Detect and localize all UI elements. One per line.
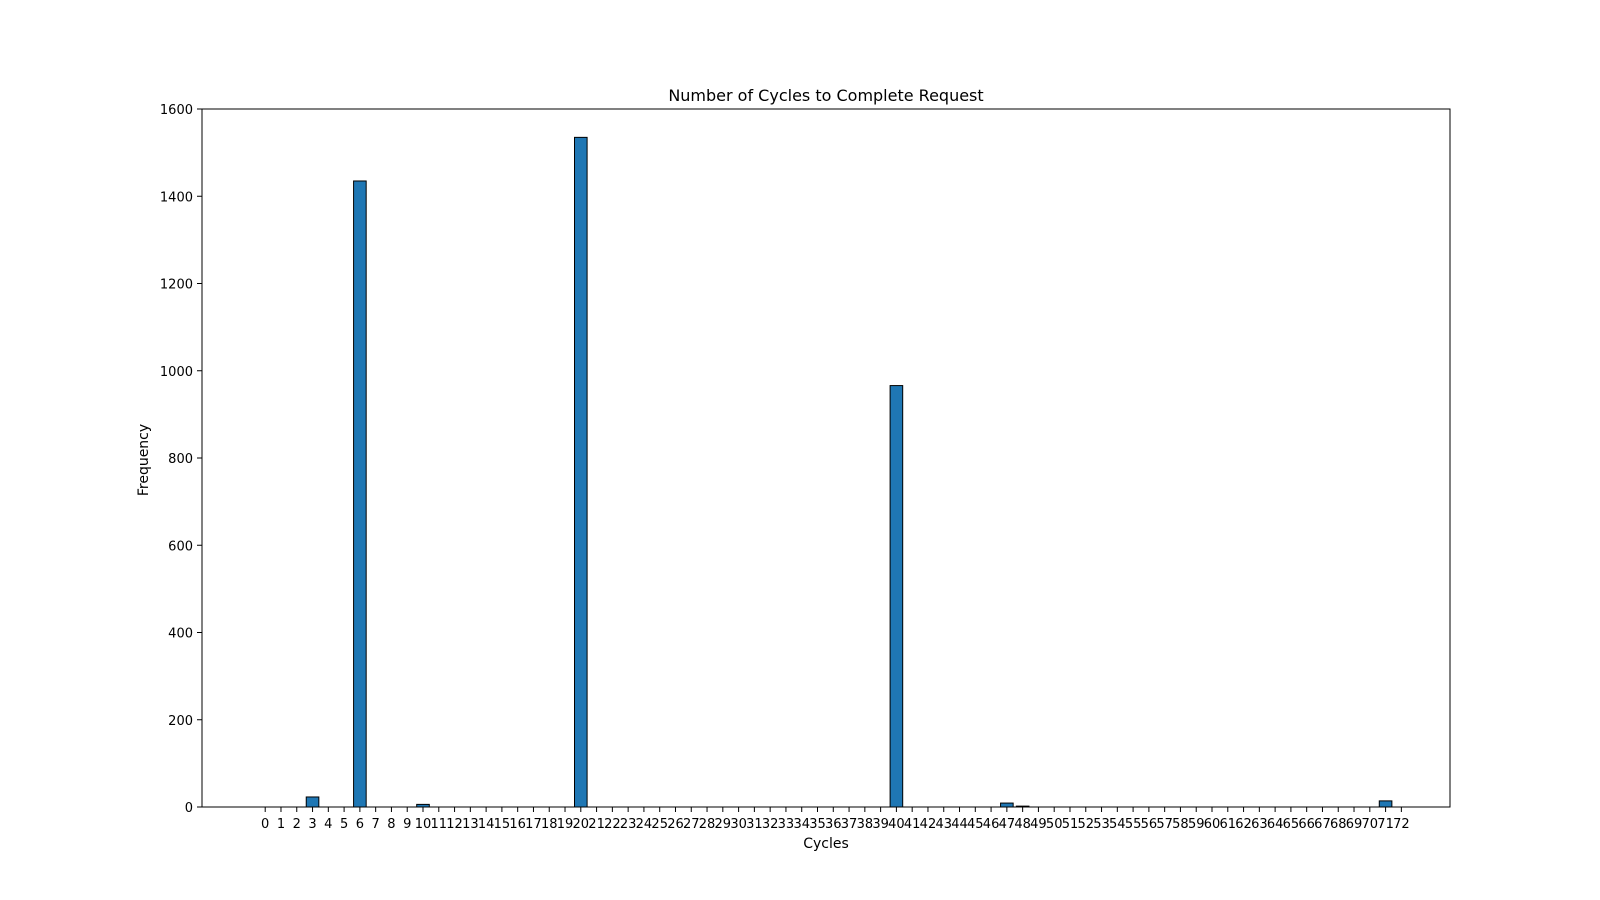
x-tick-label: 29 [715,817,732,832]
x-tick-label: 31 [746,817,763,832]
x-tick-label: 52 [1077,817,1094,832]
x-tick-label: 15 [494,817,511,832]
x-tick-label: 34 [793,817,810,832]
y-tick-label: 400 [168,627,193,642]
x-tick-label: 2 [293,817,301,832]
x-tick-label: 45 [967,817,984,832]
x-tick-label: 70 [1362,817,1379,832]
bar-40 [889,385,904,808]
x-tick-label: 64 [1267,817,1284,832]
y-tick-label: 600 [168,539,193,554]
x-tick-label: 16 [509,817,526,832]
x-tick-label: 47 [999,817,1016,832]
x-tick-label: 4 [324,817,332,832]
bar-71 [1378,800,1393,808]
x-tick-label: 56 [1141,817,1158,832]
y-tick-label: 800 [168,452,193,467]
x-tick-label: 55 [1125,817,1142,832]
x-tick-label: 10 [415,817,432,832]
x-axis: 0 1 2 3 4 5 6 7 8 9 10 11 12 13 14 15 16 17 18 19 20 21 22 23 24… [261,807,1410,832]
x-tick-label: 68 [1330,817,1347,832]
x-tick-label: 38 [857,817,874,832]
y-axis: 0 200 400 600 800 1000 1200 1400 1600 [160,103,202,816]
plot-area [201,108,1451,808]
x-tick-label: 40 [888,817,905,832]
x-tick-label: 22 [604,817,621,832]
x-tick-label: 1 [277,817,285,832]
x-tick-label: 17 [525,817,542,832]
x-tick-label: 11 [431,817,448,832]
chart-title: Number of Cycles to Complete Request [668,86,983,105]
x-tick-label: 50 [1046,817,1063,832]
x-tick-label: 20 [573,817,590,832]
x-tick-label: 12 [446,817,463,832]
x-tick-label: 62 [1235,817,1252,832]
x-tick-label: 37 [841,817,858,832]
x-tick-label: 54 [1109,817,1126,832]
x-tick-label: 41 [904,817,921,832]
x-tick-label: 28 [699,817,716,832]
x-tick-label: 43 [935,817,952,832]
x-tick-label: 39 [872,817,889,832]
x-tick-label: 60 [1204,817,1221,832]
x-tick-label: 71 [1377,817,1394,832]
x-tick-label: 9 [403,817,411,832]
x-tick-label: 30 [730,817,747,832]
x-tick-label: 21 [588,817,605,832]
x-tick-label: 58 [1172,817,1189,832]
x-tick-label: 33 [778,817,795,832]
y-tick-label: 0 [185,801,193,816]
x-tick-label: 65 [1283,817,1300,832]
x-tick-label: 19 [557,817,574,832]
y-tick-label: 1200 [160,278,193,293]
y-tick-label: 200 [168,714,193,729]
bar-3 [305,796,320,808]
y-tick-label: 1000 [160,365,193,380]
x-tick-label: 66 [1298,817,1315,832]
x-tick-label: 51 [1062,817,1079,832]
x-tick-label: 8 [387,817,395,832]
x-tick-label: 25 [651,817,668,832]
x-tick-label: 48 [1014,817,1031,832]
x-tick-label: 69 [1346,817,1363,832]
x-tick-label: 35 [809,817,826,832]
x-tick-label: 18 [541,817,558,832]
x-tick-label: 36 [825,817,842,832]
y-axis-label: Frequency [136,424,152,496]
y-tick-label: 1400 [160,190,193,205]
x-tick-label: 42 [920,817,937,832]
bar-20 [574,136,588,808]
x-tick-label: 67 [1314,817,1331,832]
x-tick-label: 57 [1156,817,1173,832]
plot-frame [201,108,1451,808]
x-tick-label: 23 [620,817,637,832]
x-tick-label: 6 [356,817,364,832]
bar-47 [1000,802,1014,808]
x-tick-label: 53 [1093,817,1110,832]
x-tick-label: 46 [983,817,1000,832]
y-tick-label: 1600 [160,103,193,118]
x-tick-label: 7 [372,817,380,832]
x-tick-label: 3 [308,817,316,832]
x-tick-label: 0 [261,817,269,832]
x-tick-label: 59 [1188,817,1205,832]
x-axis-label: Cycles [803,836,849,852]
x-tick-label: 13 [462,817,479,832]
x-tick-label: 63 [1251,817,1268,832]
x-tick-label: 14 [478,817,495,832]
x-tick-label: 44 [951,817,968,832]
x-tick-label: 32 [762,817,779,832]
x-tick-label: 5 [340,817,348,832]
bar-6 [353,180,367,808]
x-tick-label: 49 [1030,817,1047,832]
x-tick-label: 27 [683,817,700,832]
x-tick-label: 72 [1393,817,1410,832]
x-tick-label: 24 [636,817,653,832]
x-tick-label: 61 [1220,817,1237,832]
x-tick-label: 26 [667,817,684,832]
